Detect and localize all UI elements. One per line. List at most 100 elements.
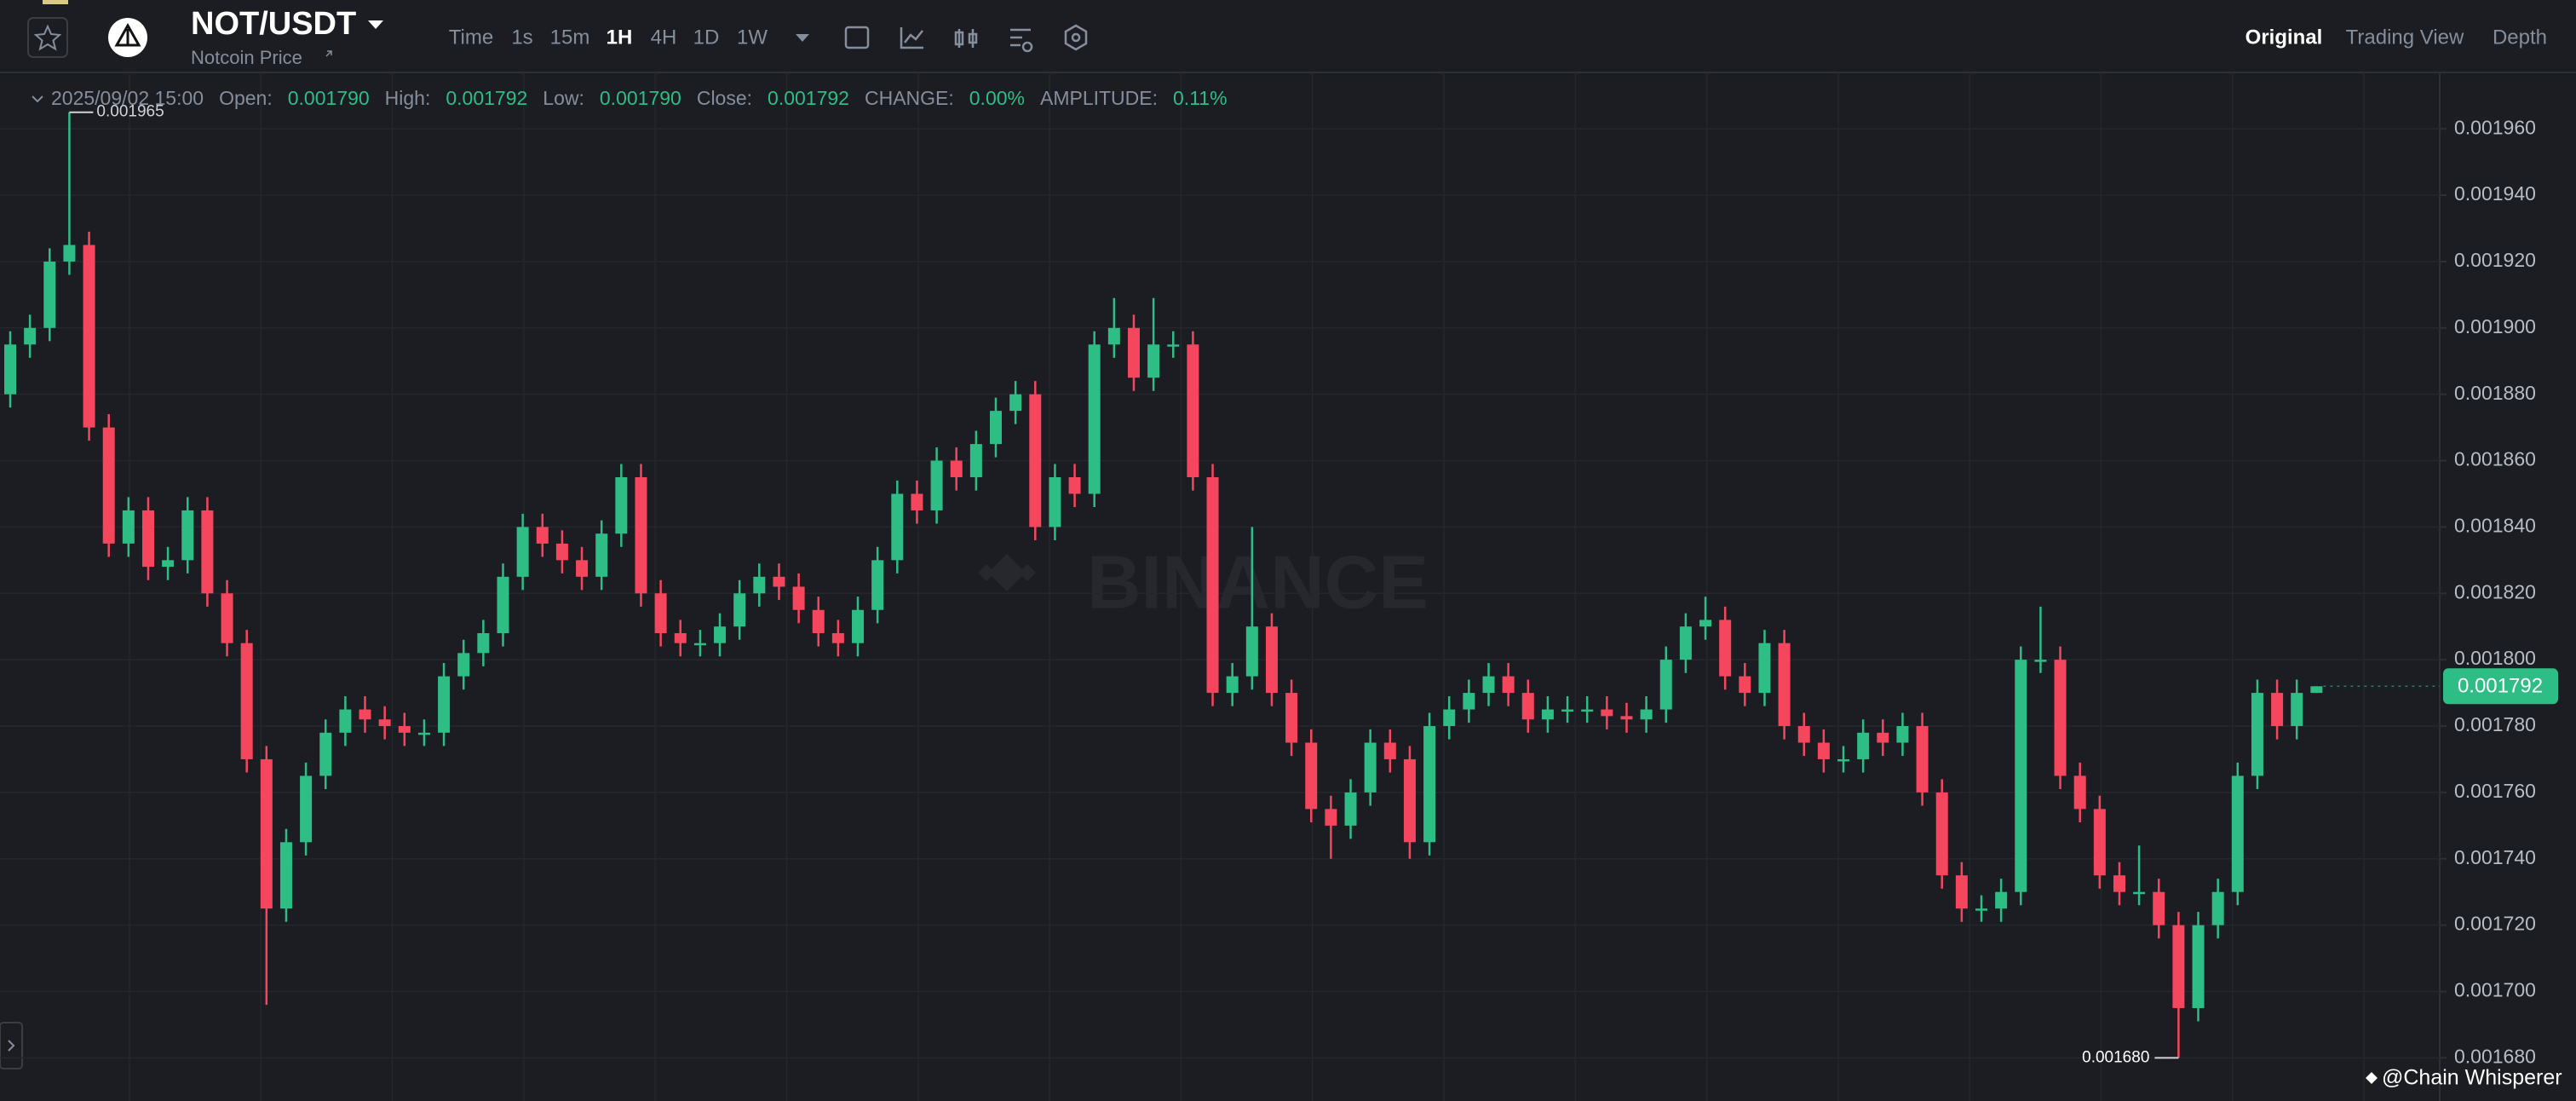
candle-body: [1364, 742, 1377, 793]
candle-body: [1995, 891, 2008, 909]
candle-body: [319, 732, 332, 776]
star-icon: [33, 24, 62, 51]
candle-body: [1916, 726, 1929, 793]
candle-body: [141, 510, 154, 568]
y-tick-label: 0.001760: [2454, 780, 2536, 802]
toolbar-bg: [0, 0, 2576, 72]
candle-body: [497, 576, 509, 634]
interval-tab[interactable]: 4H: [651, 26, 677, 49]
y-tick-label: 0.001960: [2454, 116, 2536, 138]
candle-body: [1423, 726, 1436, 843]
candle-body: [536, 527, 549, 544]
candle-body: [1463, 693, 1475, 710]
candle-body: [753, 576, 766, 594]
candle-body: [4, 344, 16, 395]
symbol[interactable]: NOT/USDT: [191, 6, 356, 42]
info-value: 0.001792: [768, 87, 849, 109]
info-label: AMPLITUDE:: [1039, 87, 1159, 109]
info-label: Close:: [696, 87, 753, 109]
candle-body: [1797, 726, 1810, 743]
low-marker-label: 0.001680: [2082, 1048, 2149, 1066]
candle-body: [201, 510, 214, 594]
candle-body: [102, 427, 115, 544]
sidebar-toggle[interactable]: [0, 1022, 23, 1069]
tool-icon[interactable]: [1064, 24, 1088, 51]
candle-body: [1344, 792, 1357, 826]
link-icon: [325, 50, 332, 57]
candle-body: [674, 633, 687, 643]
candle-body: [555, 543, 568, 561]
candle-body: [1068, 477, 1081, 494]
info-bar: 2025/09/02 15:00 Open: 0.001790 High: 0.001…: [29, 87, 1228, 110]
candle-body: [24, 327, 37, 345]
candle-body: [1403, 758, 1416, 843]
candle-body: [417, 732, 430, 735]
candle-body: [2291, 693, 2303, 727]
candle-body: [1877, 732, 1889, 743]
info-label: Low:: [543, 87, 584, 109]
candle-body: [260, 758, 273, 909]
candle-body: [891, 493, 904, 561]
view-tab[interactable]: Trading View: [2346, 26, 2464, 49]
candle-body: [1009, 394, 1022, 412]
top-marker: [43, 0, 68, 4]
candle-body: [1857, 732, 1870, 759]
grid: [0, 72, 2440, 1101]
tool-icon[interactable]: [900, 27, 923, 49]
interval-tab[interactable]: 1H: [607, 26, 633, 49]
interval-tab[interactable]: 1D: [693, 26, 720, 49]
favorite-button[interactable]: [27, 17, 68, 58]
tool-icon[interactable]: [1010, 28, 1033, 53]
tool-icons: [844, 24, 1088, 53]
symbol-dropdown[interactable]: [368, 20, 383, 29]
collapse-icon[interactable]: [29, 90, 46, 107]
candle-body: [693, 643, 706, 646]
candle-body: [1383, 742, 1396, 759]
candle-body: [812, 609, 825, 634]
y-tick-label: 0.001940: [2454, 182, 2536, 205]
interval-dropdown[interactable]: [796, 34, 809, 42]
candle-body: [221, 593, 233, 643]
candle-body: [1482, 676, 1495, 694]
price-axis: 0.001680 0.001700 0.001720 0.001740 0.001760…: [2440, 116, 2536, 1067]
credit: @Chain Whisperer: [2382, 1066, 2562, 1090]
candle-body: [969, 444, 982, 478]
info-value: 0.001790: [287, 87, 370, 109]
candle-body: [1029, 394, 1042, 527]
sidebar-arrow: [8, 1040, 15, 1052]
candle-body: [2054, 660, 2067, 776]
watermark-logo: [978, 554, 1036, 591]
y-tick-label: 0.001840: [2454, 514, 2536, 536]
candle-body: [773, 576, 785, 587]
view-tab[interactable]: Depth: [2493, 26, 2547, 49]
candle-body: [279, 842, 292, 909]
candle-body: [733, 593, 746, 627]
info-label: Open:: [219, 87, 273, 109]
view-tab[interactable]: Original: [2245, 26, 2323, 49]
interval-tab[interactable]: 15m: [550, 26, 590, 49]
interval-tab[interactable]: 1W: [737, 26, 768, 49]
info-label: High:: [384, 87, 431, 109]
candle-body: [240, 643, 253, 759]
interval-tab[interactable]: 1s: [511, 26, 532, 49]
y-tick-label: 0.001680: [2454, 1045, 2536, 1067]
candle-body: [2015, 660, 2027, 892]
y-tick-label: 0.001740: [2454, 846, 2536, 868]
candle-body: [1679, 626, 1692, 660]
candles: [4, 112, 2323, 1058]
tool-icon[interactable]: [954, 29, 978, 48]
credit-logo: [2366, 1072, 2378, 1084]
interval-tab[interactable]: Time: [449, 26, 493, 49]
candle-body: [1245, 626, 1258, 677]
y-tick-label: 0.001780: [2454, 713, 2536, 735]
candle-body: [2133, 891, 2146, 895]
candle-body: [122, 510, 135, 544]
candle-body: [2172, 925, 2185, 1008]
candle-body: [1226, 676, 1239, 694]
candle-body: [792, 586, 805, 610]
tool-icon[interactable]: [844, 26, 870, 49]
subtitle[interactable]: Notcoin Price: [191, 47, 302, 68]
candle-body: [1975, 908, 1987, 911]
